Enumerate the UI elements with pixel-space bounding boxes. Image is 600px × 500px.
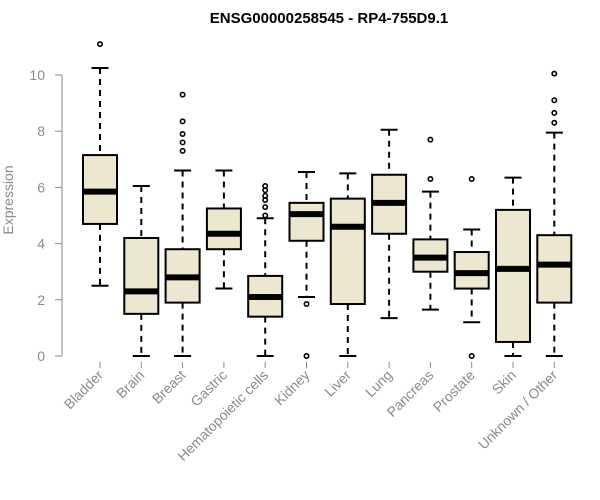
outlier-point bbox=[303, 352, 310, 359]
y-axis-label: Expression bbox=[0, 165, 16, 234]
x-tick-label: Breast bbox=[149, 367, 189, 407]
outlier-point bbox=[427, 175, 434, 182]
outlier-point bbox=[179, 131, 186, 138]
box-hematopoietic-cells bbox=[247, 182, 284, 357]
outlier-point bbox=[303, 301, 310, 308]
box-prostate bbox=[453, 175, 490, 359]
x-tick-label: Prostate bbox=[430, 367, 478, 415]
box-liver bbox=[329, 172, 366, 357]
outlier-point bbox=[179, 147, 186, 154]
x-tick-label: Kidney bbox=[271, 367, 313, 409]
x-tick-label: Liver bbox=[321, 367, 354, 400]
outlier-point bbox=[551, 119, 558, 126]
x-tick-label: Brain bbox=[113, 367, 147, 401]
iqr-box bbox=[495, 208, 531, 343]
box-unknown-other bbox=[536, 70, 573, 357]
iqr-box bbox=[205, 207, 242, 251]
outlier-point bbox=[262, 192, 269, 199]
y-axis: 0 2 4 6 8 10 bbox=[29, 67, 63, 364]
box-lung bbox=[371, 128, 408, 320]
outlier-point bbox=[179, 118, 186, 125]
outlier-point bbox=[427, 136, 434, 143]
outlier-point bbox=[179, 139, 186, 146]
outlier-point bbox=[551, 70, 558, 77]
iqr-box bbox=[536, 234, 573, 304]
y-tick-label: 10 bbox=[29, 67, 45, 83]
iqr-box bbox=[288, 201, 325, 242]
outlier-point bbox=[551, 97, 558, 104]
outlier-point bbox=[262, 204, 269, 211]
y-tick-label: 6 bbox=[37, 179, 45, 195]
outlier-point bbox=[468, 352, 475, 359]
box-pancreas bbox=[412, 136, 449, 311]
y-tick-label: 0 bbox=[37, 348, 45, 364]
iqr-box bbox=[123, 236, 160, 315]
y-tick-label: 2 bbox=[37, 292, 45, 308]
box-skin bbox=[495, 176, 531, 357]
x-tick-label: Lung bbox=[362, 367, 395, 400]
outlier-point bbox=[262, 212, 269, 219]
box-bladder bbox=[82, 41, 118, 287]
box-brain bbox=[123, 184, 160, 357]
outlier-point bbox=[179, 91, 186, 98]
box-kidney bbox=[288, 170, 325, 359]
outlier-point bbox=[468, 175, 475, 182]
y-tick-label: 4 bbox=[37, 236, 45, 252]
outlier-point bbox=[551, 109, 558, 116]
box-series bbox=[82, 41, 573, 359]
outlier-point bbox=[97, 41, 104, 48]
x-tick-label: Bladder bbox=[61, 367, 107, 413]
box-gastric bbox=[205, 169, 242, 290]
x-tick-label: Skin bbox=[489, 367, 520, 398]
y-tick-label: 8 bbox=[37, 123, 45, 139]
outlier-point bbox=[262, 182, 269, 189]
box-breast bbox=[164, 91, 201, 357]
iqr-box bbox=[329, 197, 366, 306]
chart-title: ENSG00000258545 - RP4-755D9.1 bbox=[210, 10, 449, 27]
